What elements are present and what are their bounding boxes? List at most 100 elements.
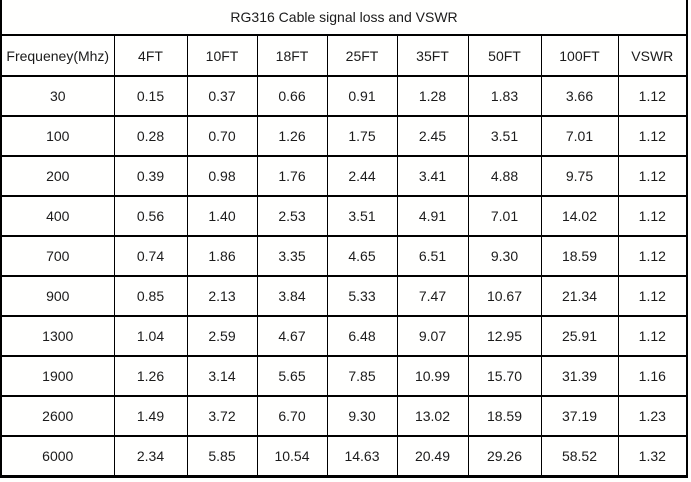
value-cell: 6.48 [326,315,398,357]
value-cell: 3.66 [540,75,619,117]
value-cell: 2.59 [186,315,258,357]
value-cell: 14.02 [540,195,619,237]
value-cell: 1.26 [256,115,328,157]
table-row: 700 0.74 1.86 3.35 4.65 6.51 9.30 18.59 1.12 [0,235,688,277]
value-cell: 3.51 [467,115,542,157]
frequency-cell: 900 [0,275,115,317]
value-cell: 29.26 [467,435,542,478]
table-title-row: RG316 Cable signal loss and VSWR [1,0,688,36]
column-header: Frequeney(Mhz) [0,34,115,77]
frequency-cell: 100 [0,115,115,157]
value-cell: 0.37 [186,75,258,117]
value-cell: 1.75 [326,115,398,157]
value-cell: 7.47 [396,275,469,317]
value-cell: 1.76 [256,155,328,197]
value-cell: 0.98 [186,155,258,197]
value-cell: 2.44 [326,155,398,197]
value-cell: 3.51 [326,195,398,237]
column-header: 4FT [113,34,188,77]
value-cell: 7.01 [467,195,542,237]
value-cell: 1.04 [113,315,188,357]
value-cell: 20.49 [396,435,469,478]
table-row: 2600 1.49 3.72 6.70 9.30 13.02 18.59 37.19 1.23 [0,395,688,437]
value-cell: 1.40 [186,195,258,237]
value-cell: 3.72 [186,395,258,437]
value-cell: 4.67 [256,315,328,357]
value-cell: 14.63 [326,435,398,478]
table-row: 6000 2.34 5.85 10.54 14.63 20.49 29.26 58.52 1.3… [0,435,688,478]
value-cell: 1.28 [396,75,469,117]
table-row: 900 0.85 2.13 3.84 5.33 7.47 10.67 21.34 1.12 [0,275,688,317]
value-cell: 10.54 [256,435,328,478]
table-body: 30 0.15 0.37 0.66 0.91 1.28 1.83 3.66 1.12 100 0.2… [0,75,688,478]
value-cell: 1.12 [617,235,688,277]
value-cell: 5.85 [186,435,258,478]
table-title: RG316 Cable signal loss and VSWR [1,0,688,36]
value-cell: 2.45 [396,115,469,157]
value-cell: 10.67 [467,275,542,317]
value-cell: 1.26 [113,355,188,397]
value-cell: 1.23 [617,395,688,437]
value-cell: 4.91 [396,195,469,237]
value-cell: 0.56 [113,195,188,237]
column-header: 10FT [186,34,258,77]
value-cell: 9.30 [467,235,542,277]
value-cell: 0.66 [256,75,328,117]
value-cell: 58.52 [540,435,619,478]
table-row: 1900 1.26 3.14 5.65 7.85 10.99 15.70 31.39 1.16 [0,355,688,397]
column-header: 100FT [540,34,619,77]
frequency-cell: 1300 [0,315,115,357]
value-cell: 1.49 [113,395,188,437]
column-header: 35FT [396,34,469,77]
value-cell: 1.12 [617,195,688,237]
value-cell: 1.32 [617,435,688,478]
value-cell: 3.35 [256,235,328,277]
table-row: 1300 1.04 2.59 4.67 6.48 9.07 12.95 25.91 1.12 [0,315,688,357]
frequency-cell: 1900 [0,355,115,397]
frequency-cell: 2600 [0,395,115,437]
value-cell: 3.84 [256,275,328,317]
table-row: 200 0.39 0.98 1.76 2.44 3.41 4.88 9.75 1.12 [0,155,688,197]
value-cell: 15.70 [467,355,542,397]
value-cell: 2.13 [186,275,258,317]
value-cell: 0.28 [113,115,188,157]
value-cell: 18.59 [540,235,619,277]
column-header: VSWR [617,34,688,77]
value-cell: 6.70 [256,395,328,437]
column-header: 25FT [326,34,398,77]
value-cell: 3.41 [396,155,469,197]
value-cell: 10.99 [396,355,469,397]
value-cell: 12.95 [467,315,542,357]
value-cell: 5.65 [256,355,328,397]
value-cell: 1.12 [617,155,688,197]
value-cell: 0.70 [186,115,258,157]
value-cell: 9.07 [396,315,469,357]
frequency-cell: 30 [0,75,115,117]
value-cell: 2.34 [113,435,188,478]
value-cell: 37.19 [540,395,619,437]
value-cell: 4.65 [326,235,398,277]
value-cell: 1.86 [186,235,258,277]
table-row: 30 0.15 0.37 0.66 0.91 1.28 1.83 3.66 1.12 [0,75,688,117]
value-cell: 1.16 [617,355,688,397]
value-cell: 7.01 [540,115,619,157]
frequency-cell: 200 [0,155,115,197]
value-cell: 25.91 [540,315,619,357]
value-cell: 6.51 [396,235,469,277]
value-cell: 0.15 [113,75,188,117]
value-cell: 18.59 [467,395,542,437]
value-cell: 5.33 [326,275,398,317]
frequency-cell: 6000 [0,435,115,478]
value-cell: 9.75 [540,155,619,197]
value-cell: 21.34 [540,275,619,317]
value-cell: 31.39 [540,355,619,397]
value-cell: 1.83 [467,75,542,117]
column-header: 50FT [467,34,542,77]
value-cell: 4.88 [467,155,542,197]
value-cell: 1.12 [617,115,688,157]
frequency-cell: 400 [0,195,115,237]
table-row: 400 0.56 1.40 2.53 3.51 4.91 7.01 14.02 1.12 [0,195,688,237]
frequency-cell: 700 [0,235,115,277]
value-cell: 0.85 [113,275,188,317]
